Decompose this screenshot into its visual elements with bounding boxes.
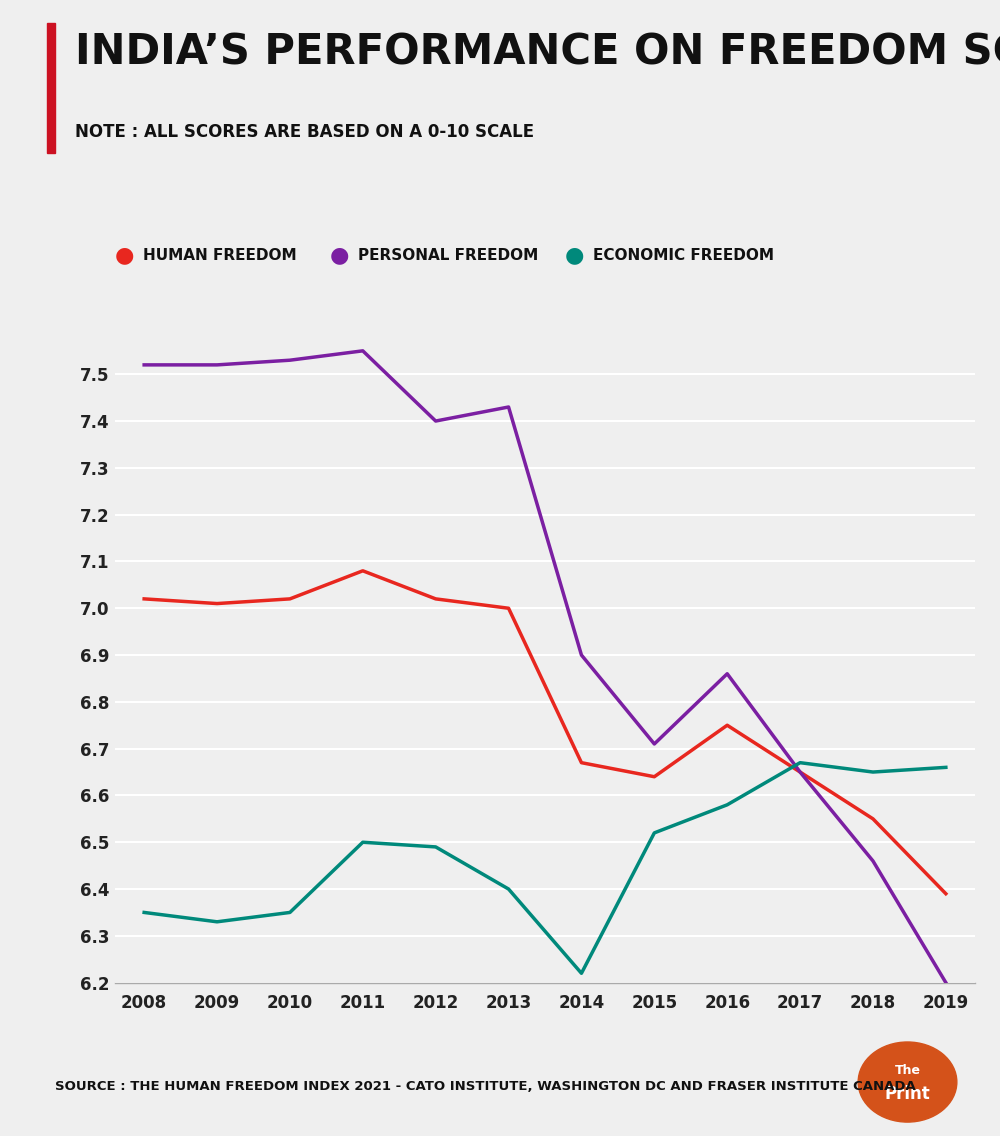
Text: HUMAN FREEDOM: HUMAN FREEDOM <box>143 248 297 264</box>
Text: Print: Print <box>885 1085 930 1103</box>
Circle shape <box>858 1042 957 1122</box>
Text: ●: ● <box>565 245 584 266</box>
Text: ●: ● <box>115 245 134 266</box>
Text: PERSONAL FREEDOM: PERSONAL FREEDOM <box>358 248 538 264</box>
Text: NOTE : ALL SCORES ARE BASED ON A 0-10 SCALE: NOTE : ALL SCORES ARE BASED ON A 0-10 SC… <box>75 123 534 141</box>
Text: ●: ● <box>330 245 349 266</box>
Text: The: The <box>895 1063 920 1077</box>
Text: INDIA’S PERFORMANCE ON FREEDOM SCORES: INDIA’S PERFORMANCE ON FREEDOM SCORES <box>75 32 1000 74</box>
Text: ECONOMIC FREEDOM: ECONOMIC FREEDOM <box>593 248 774 264</box>
Text: SOURCE : THE HUMAN FREEDOM INDEX 2021 - CATO INSTITUTE, WASHINGTON DC AND FRASER: SOURCE : THE HUMAN FREEDOM INDEX 2021 - … <box>55 1080 916 1093</box>
